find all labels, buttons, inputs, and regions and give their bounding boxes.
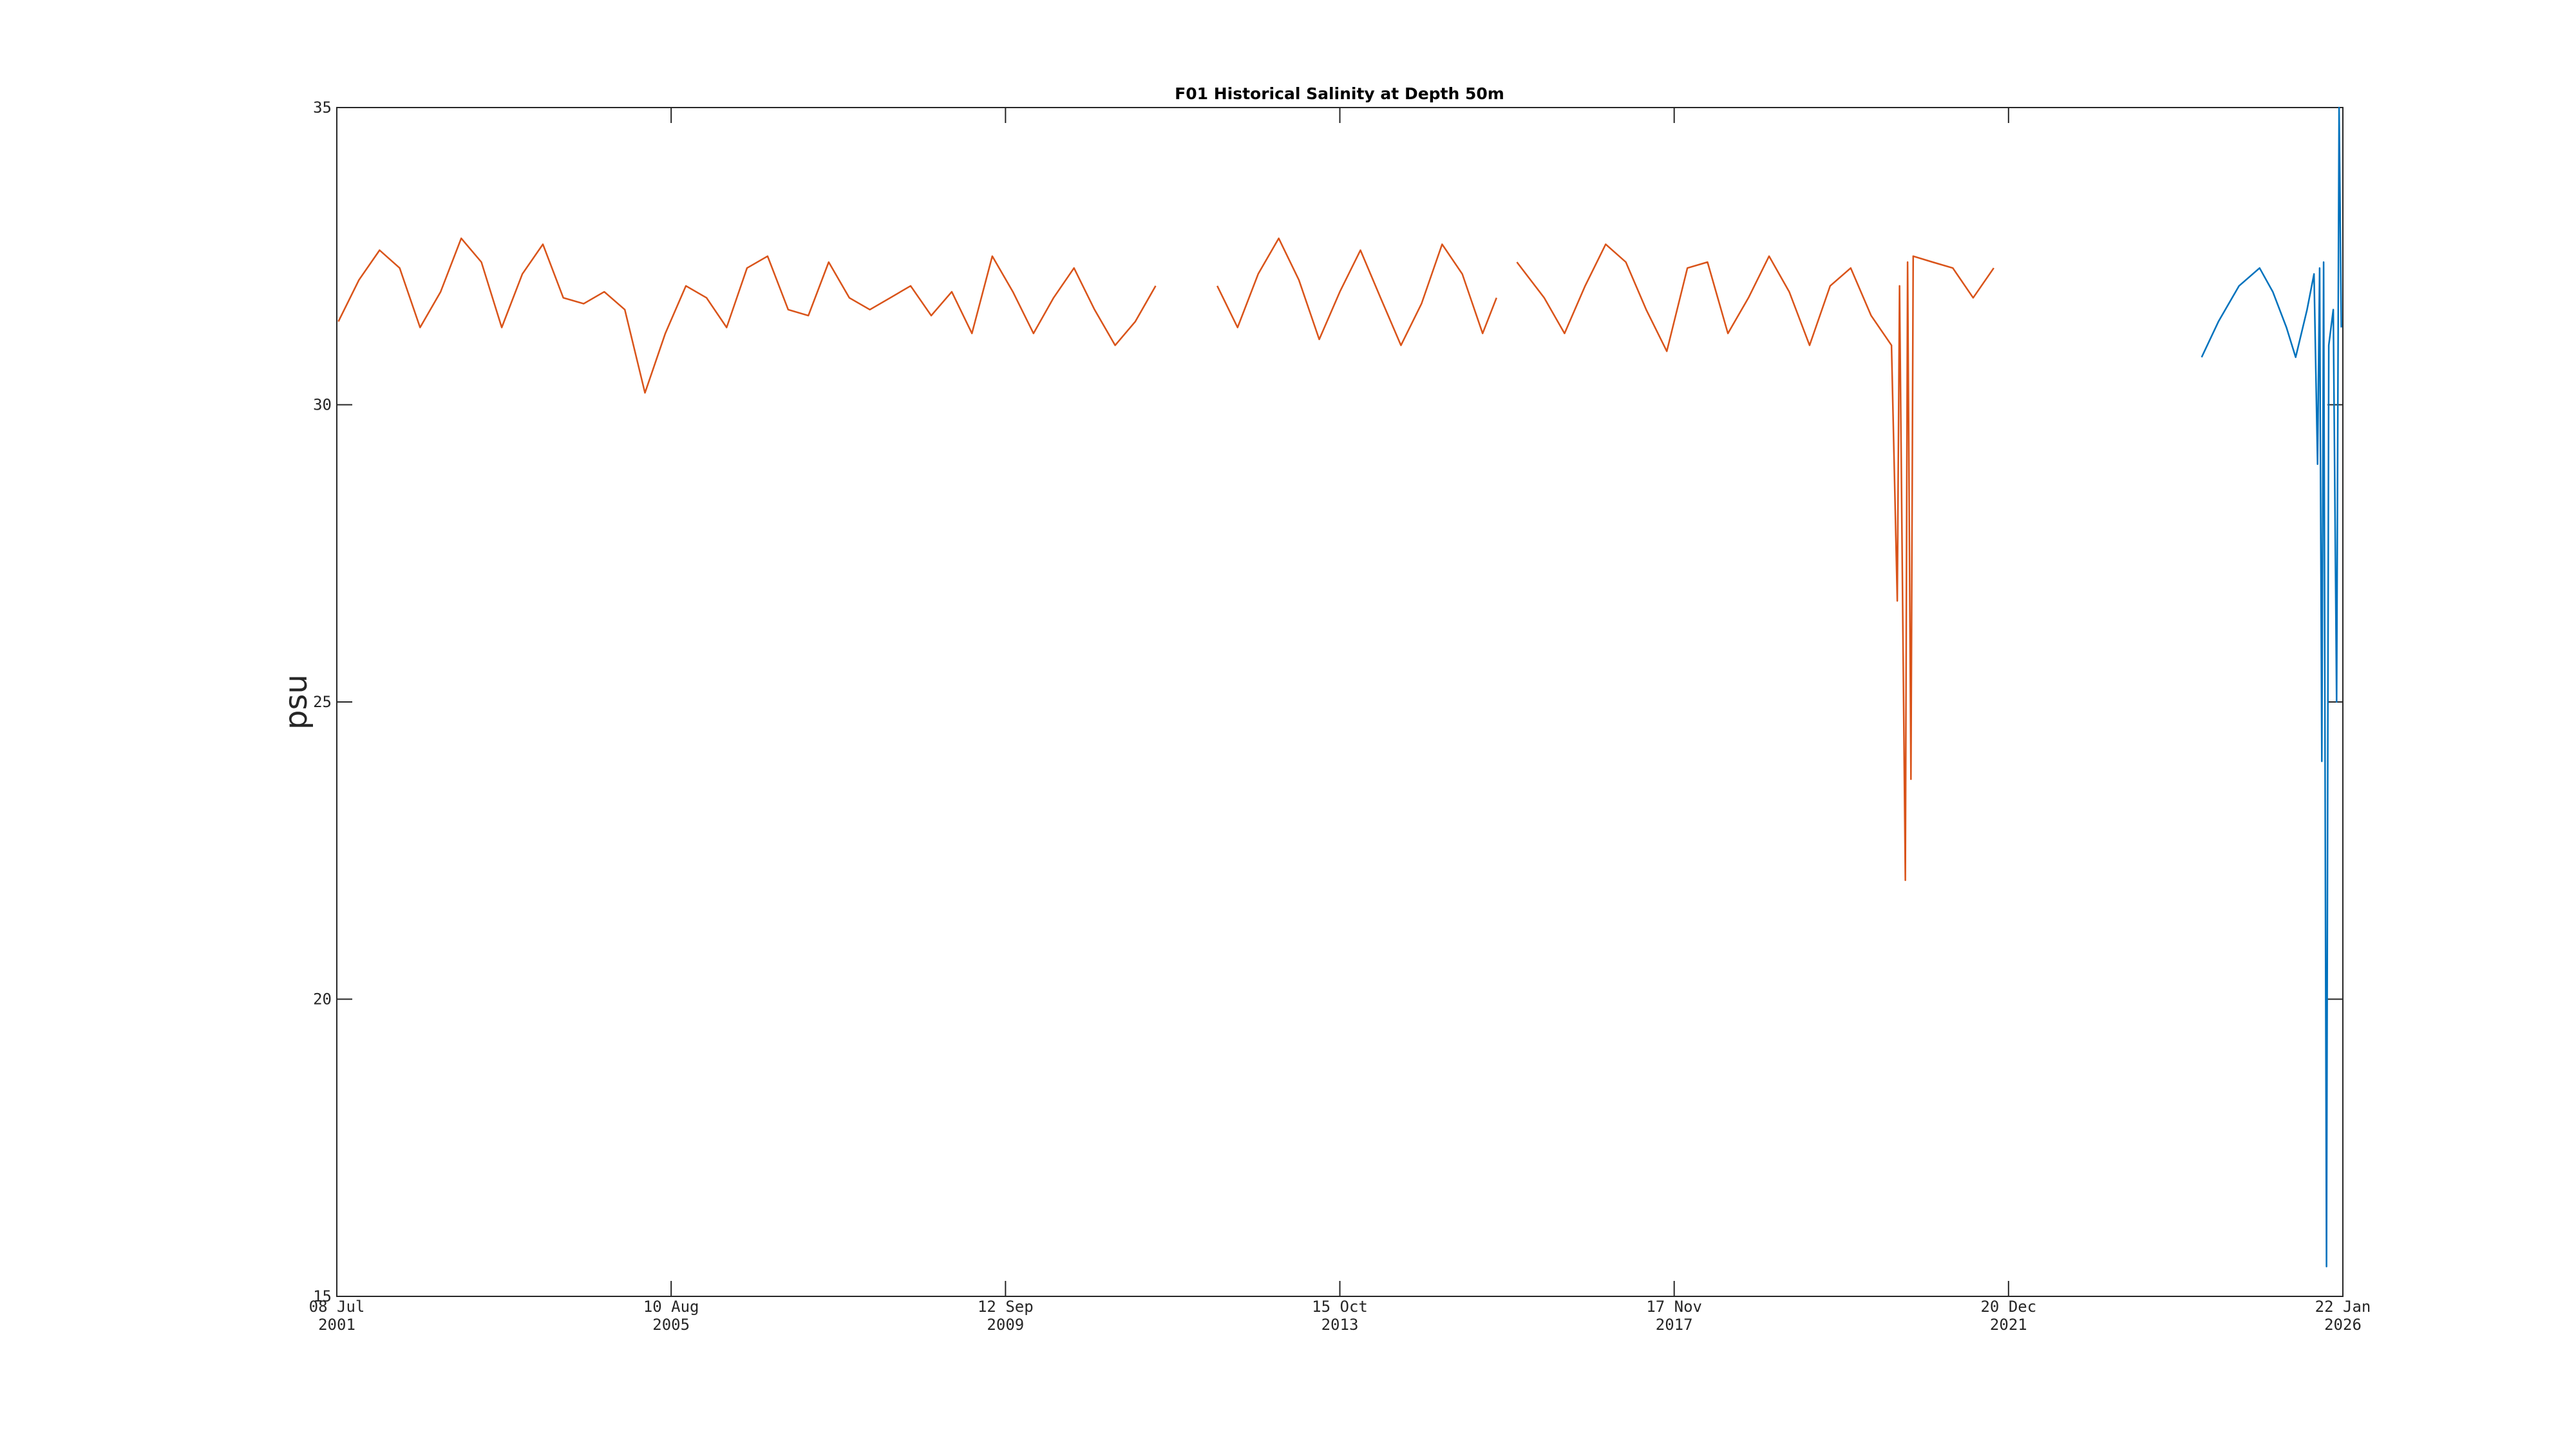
y-axis-label: psu xyxy=(278,674,314,730)
series-line xyxy=(2201,106,2342,1268)
series-line xyxy=(337,237,1994,882)
x-tick-label: 22 Jan xyxy=(2315,1298,2371,1316)
x-tick-label: 2021 xyxy=(1990,1316,2027,1334)
axes-box xyxy=(336,107,2344,1297)
chart-title: F01 Historical Salinity at Depth 50m xyxy=(1175,84,1504,103)
x-tick-label: 15 Oct xyxy=(1312,1298,1368,1316)
x-tick-label: 2013 xyxy=(1321,1316,1359,1334)
x-tick-label: 2026 xyxy=(2324,1316,2362,1334)
x-tick-label: 2001 xyxy=(318,1316,355,1334)
x-tick-label: 2017 xyxy=(1656,1316,1693,1334)
y-tick-label: 15 xyxy=(313,1287,332,1305)
x-tick-label: 17 Nov xyxy=(1646,1298,1702,1316)
x-tick-label: 20 Dec xyxy=(1980,1298,2036,1316)
y-tick-label: 20 xyxy=(313,990,332,1009)
y-tick-label: 35 xyxy=(313,99,332,117)
x-tick-label: 08 Jul xyxy=(309,1298,365,1316)
y-tick-label: 25 xyxy=(313,693,332,711)
x-tick-label: 2005 xyxy=(652,1316,690,1334)
x-tick-label: 12 Sep xyxy=(978,1298,1034,1316)
y-tick-label: 30 xyxy=(313,396,332,414)
x-tick-label: 2009 xyxy=(987,1316,1024,1334)
x-tick-label: 10 Aug xyxy=(643,1298,699,1316)
